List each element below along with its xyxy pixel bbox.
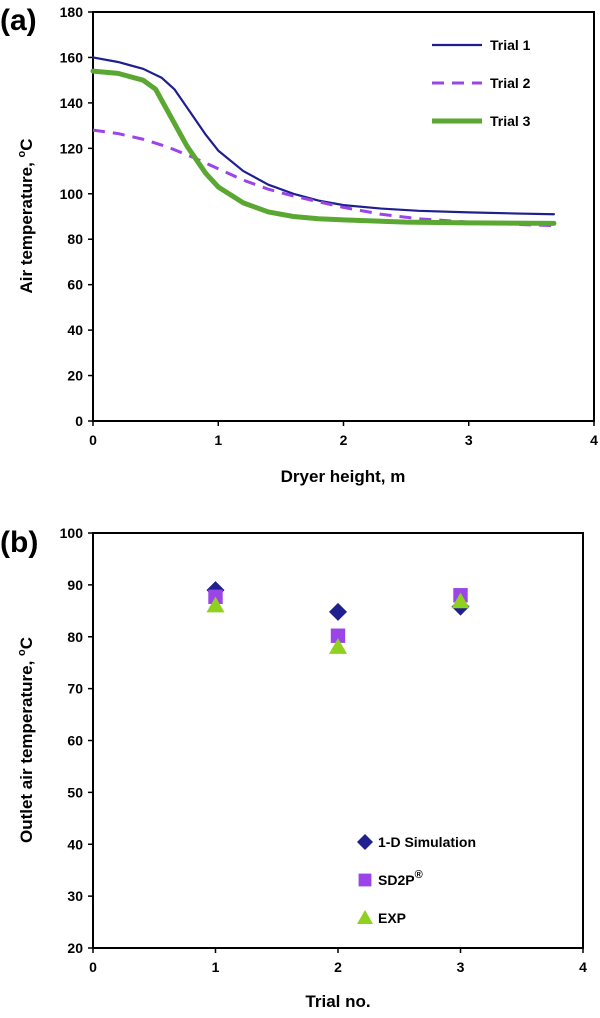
y-tick-label-b: 80 — [67, 629, 83, 645]
legend-label-sup: ® — [415, 869, 423, 881]
y-tick-label-a: 100 — [60, 186, 84, 202]
y-tick-label-b: 50 — [67, 784, 83, 800]
y-tick-label-b: 60 — [67, 733, 83, 749]
y-tick-label-b: 70 — [67, 681, 83, 697]
x-tick-label-b: 2 — [334, 959, 342, 975]
legend-b: 1-D Simulation SD2P® EXP — [357, 834, 476, 926]
x-tick-label-b: 3 — [457, 959, 465, 975]
y-tick-label-a: 180 — [60, 4, 84, 20]
y-axis-b: 20 30 40 50 60 70 80 90 100 — [60, 525, 93, 956]
legend-marker-b — [358, 873, 372, 887]
y-tick-label-a: 0 — [75, 413, 83, 429]
y-tick-label-a: 60 — [67, 277, 83, 293]
degree-symbol-a: o — [16, 150, 28, 157]
x-axis-title-a: Dryer height, m — [281, 467, 406, 486]
x-tick-label-a: 4 — [590, 432, 598, 448]
degree-symbol-b: o — [16, 649, 28, 656]
x-tick-label-b: 1 — [212, 959, 220, 975]
y-axis-title-b-main: Outlet air temperature, — [17, 656, 36, 843]
legend-label-text: 1-D Simulation — [378, 834, 476, 850]
y-axis-title-b-unit: C — [17, 637, 36, 649]
y-axis-title-a-unit: C — [17, 138, 36, 150]
panel-a: (a) 0 1 2 3 4 0 20 40 60 80 100 120 140 160 180 Trial… — [0, 4, 598, 486]
legend-label-a: Trial 3 — [490, 113, 531, 129]
plot-frame-a — [92, 11, 595, 422]
y-tick-label-a: 20 — [67, 368, 83, 384]
x-axis-title-b: Trial no. — [305, 992, 370, 1011]
point-triangle — [206, 596, 225, 613]
y-tick-label-b: 30 — [67, 888, 83, 904]
y-tick-label-b: 40 — [67, 836, 83, 852]
line-series-1 — [91, 56, 556, 216]
plot-area-b — [206, 581, 470, 654]
legend-label-b: 1-D Simulation — [378, 834, 476, 850]
y-tick-label-a: 160 — [60, 49, 84, 65]
x-tick-label-a: 1 — [214, 432, 222, 448]
x-tick-label-b: 0 — [89, 959, 97, 975]
point-triangle — [451, 592, 470, 609]
y-tick-label-a: 120 — [60, 140, 84, 156]
x-axis-b: 0 1 2 3 4 — [89, 948, 587, 975]
y-tick-label-b: 20 — [67, 940, 83, 956]
y-tick-label-b: 100 — [60, 525, 84, 541]
plot-area-a — [90, 56, 557, 228]
y-axis-title-a: Air temperature, oC — [16, 138, 36, 293]
legend-label-b: EXP — [378, 910, 406, 926]
x-tick-label-a: 0 — [89, 432, 97, 448]
plot-frame-b — [92, 532, 584, 949]
y-tick-label-a: 80 — [67, 231, 83, 247]
panel-b: (b) 0 1 2 3 4 20 30 40 50 60 70 80 90 100 1-D Simula… — [0, 525, 587, 1011]
point-diamond — [329, 602, 347, 621]
y-axis-title-b: Outlet air temperature, oC — [16, 637, 36, 843]
y-tick-label-b: 90 — [67, 577, 83, 593]
panel-b-label: (b) — [0, 526, 38, 559]
legend-label-a: Trial 2 — [490, 75, 531, 91]
line-series-3 — [90, 68, 557, 226]
line-series-2 — [92, 128, 554, 228]
legend-label-text: SD2P — [378, 872, 415, 888]
x-axis-a: 0 1 2 3 4 — [89, 421, 598, 448]
legend-marker-b — [357, 834, 373, 850]
point-square — [330, 628, 346, 643]
point-triangle — [329, 638, 347, 654]
legend-label-b: SD2P® — [378, 869, 423, 888]
y-tick-label-a: 40 — [67, 322, 83, 338]
x-tick-label-a: 3 — [465, 432, 473, 448]
x-tick-label-a: 2 — [340, 432, 348, 448]
legend-label-a: Trial 1 — [490, 37, 531, 53]
legend-a: Trial 1 Trial 2 Trial 3 — [432, 37, 531, 129]
legend-marker-b — [357, 910, 373, 924]
y-axis-a: 0 20 40 60 80 100 120 140 160 180 — [60, 4, 93, 429]
x-tick-label-b: 4 — [579, 959, 587, 975]
panel-a-label: (a) — [0, 4, 37, 37]
y-tick-label-a: 140 — [60, 95, 84, 111]
legend-label-text: EXP — [378, 910, 406, 926]
y-axis-title-a-main: Air temperature, — [17, 157, 36, 293]
